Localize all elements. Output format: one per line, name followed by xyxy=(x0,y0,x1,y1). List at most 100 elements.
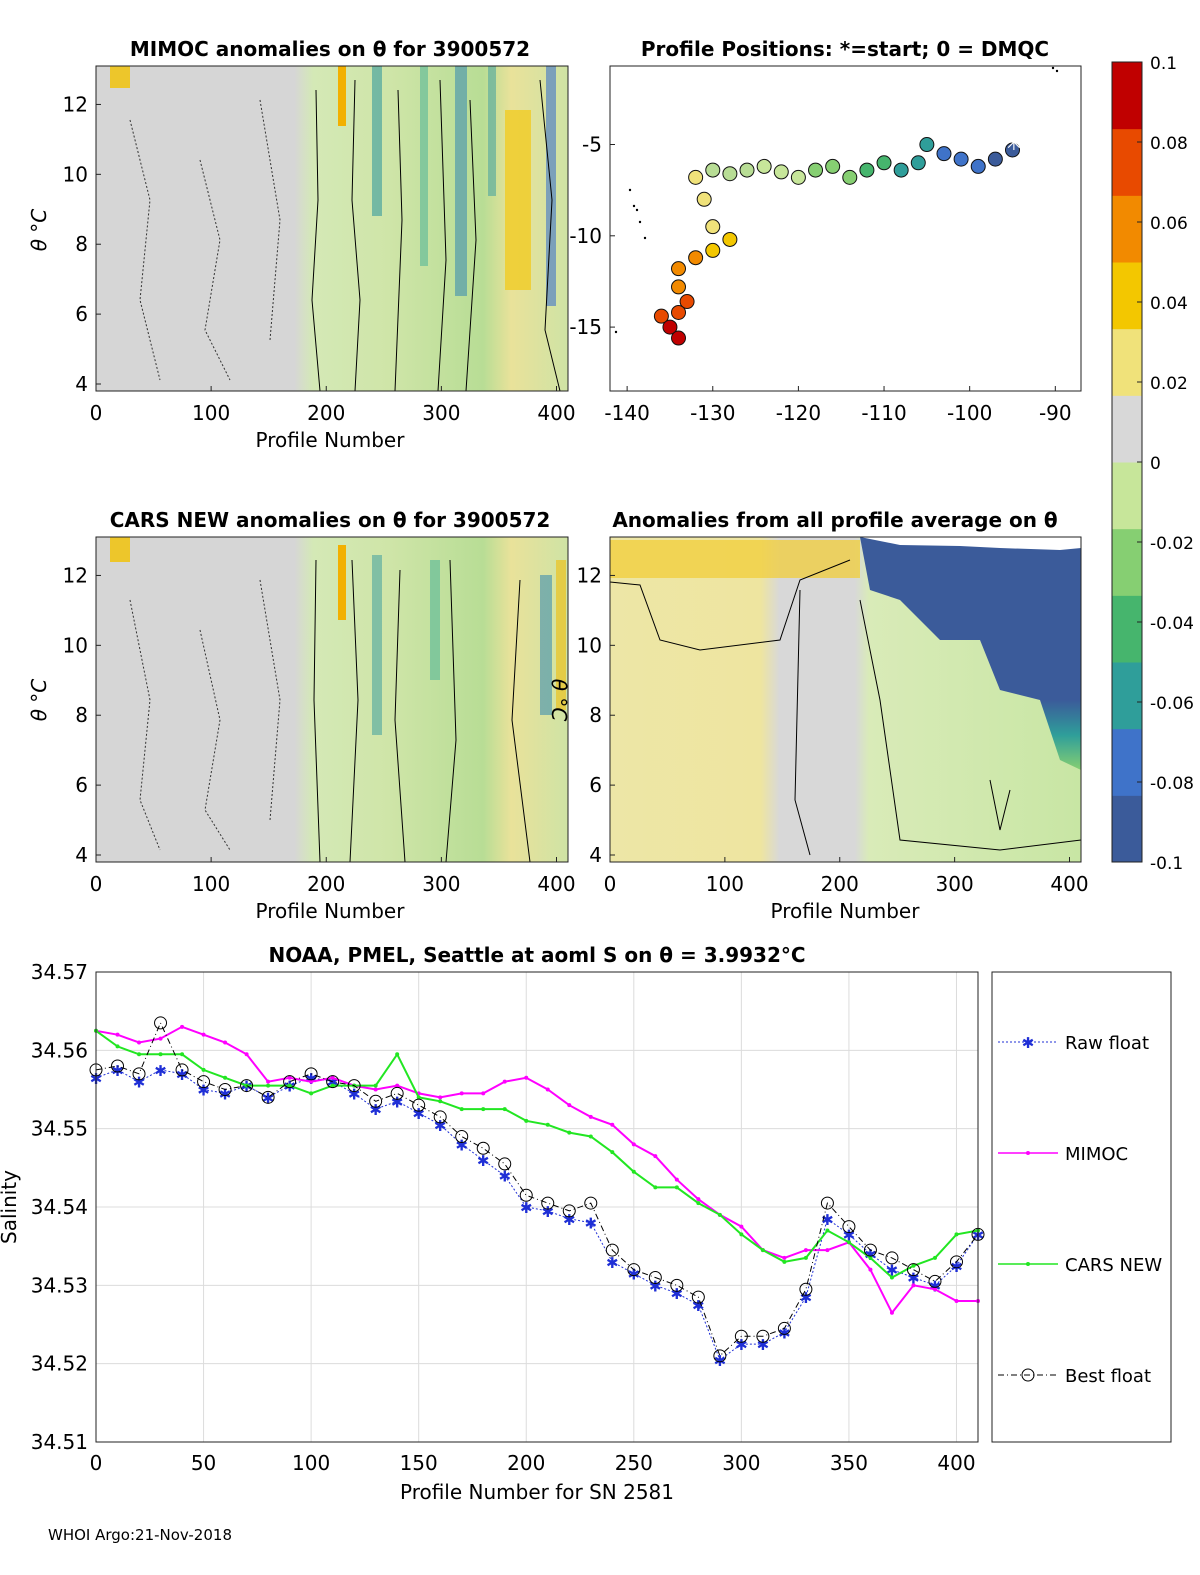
legend-marker: ✱ xyxy=(1022,1034,1035,1052)
raw-float-point: ✱ xyxy=(176,1066,189,1084)
x-tick-label: 350 xyxy=(830,1451,868,1475)
x-tick-label: 300 xyxy=(422,401,460,425)
x-tick-label: 100 xyxy=(192,872,230,896)
best-float-point xyxy=(605,1243,619,1257)
track-point xyxy=(671,261,687,277)
mimoc-xlabel: Profile Number xyxy=(256,428,406,452)
best-float-point xyxy=(498,1157,512,1171)
series-point xyxy=(911,1263,916,1268)
cars-contours xyxy=(313,559,531,863)
raw-float-point: ✱ xyxy=(477,1152,490,1170)
x-tick-label: 200 xyxy=(821,872,859,896)
best-float-point xyxy=(756,1329,770,1343)
series-point xyxy=(137,1040,142,1045)
x-tick-label: 400 xyxy=(937,1451,975,1475)
lat-tick-label: -15 xyxy=(569,315,602,339)
best-float-point xyxy=(928,1274,942,1288)
series-point xyxy=(481,1107,486,1112)
raw-float-point: ✱ xyxy=(111,1062,124,1080)
x-tick-label: 200 xyxy=(507,1451,545,1475)
raw-float-point: ✱ xyxy=(305,1070,318,1088)
cars-anomaly-field xyxy=(96,537,568,862)
best-float-point xyxy=(154,1016,168,1030)
series-point xyxy=(201,1032,206,1037)
x-tick-label: 50 xyxy=(191,1451,216,1475)
lon-tick-label: -140 xyxy=(604,401,649,425)
series-point xyxy=(803,1255,808,1260)
lon-tick-label: -100 xyxy=(947,401,992,425)
series-point xyxy=(266,1079,271,1084)
raw-float-point: ✱ xyxy=(692,1297,705,1315)
track-point xyxy=(919,137,935,153)
y-tick-label: 8 xyxy=(75,232,88,256)
raw-float-point: ✱ xyxy=(649,1277,662,1295)
raw-float-point: ✱ xyxy=(391,1093,404,1111)
raw-float-point: ✱ xyxy=(369,1101,382,1119)
raw-float-point: ✱ xyxy=(219,1085,232,1103)
cars-dotted-contours xyxy=(129,579,281,851)
series-line-raw-float xyxy=(95,1069,979,1361)
cars-x-axis: 0 100 200 300 400 xyxy=(90,857,576,896)
series-point xyxy=(416,1095,421,1100)
raw-float-point: ✱ xyxy=(714,1352,727,1370)
mimoc-x-axis: 0 100 200 300 400 xyxy=(90,386,576,425)
raw-float-point: ✱ xyxy=(197,1082,210,1100)
colorbar-tick-label: 0.04 xyxy=(1150,294,1188,314)
best-float-point xyxy=(519,1188,533,1202)
series-point xyxy=(653,1185,658,1190)
best-float-point xyxy=(197,1075,211,1089)
track-point xyxy=(842,169,858,185)
series-point xyxy=(889,1275,894,1280)
x-tick-label: 0 xyxy=(90,1451,103,1475)
y-tick-label: 6 xyxy=(589,773,602,797)
series-point xyxy=(244,1083,249,1088)
legend: ✱ Raw float MIMOC CARS NEW Best float xyxy=(991,971,1172,1443)
mimoc-contours xyxy=(311,79,561,392)
track-point xyxy=(671,279,687,295)
colorbar-tick-label: -0.06 xyxy=(1150,694,1194,714)
best-float-point xyxy=(304,1067,318,1081)
mimoc-y-axis: 4 6 8 10 12 xyxy=(63,92,101,396)
series-point xyxy=(158,1052,163,1057)
allavg-warm-band xyxy=(610,540,860,578)
salinity-title: NOAA, PMEL, Seattle at aoml S on θ = 3.9… xyxy=(268,943,805,967)
track-point xyxy=(705,219,721,235)
raw-float-point: ✱ xyxy=(907,1270,920,1288)
colorbar-tick-label: 0.02 xyxy=(1150,374,1188,394)
colorbar-block xyxy=(1112,662,1142,730)
salinity-y-axis: 34.57 34.56 34.55 34.54 34.53 34.52 34.51 xyxy=(31,960,88,1454)
colorbar-block xyxy=(1112,262,1142,330)
series-point xyxy=(631,1169,636,1174)
series-point xyxy=(223,1075,228,1080)
series-point xyxy=(158,1036,163,1041)
series-point xyxy=(395,1083,400,1088)
colorbar-tick-label: 0 xyxy=(1150,454,1161,474)
series-point xyxy=(180,1052,185,1057)
raw-float-point: ✱ xyxy=(735,1336,748,1354)
best-float-point xyxy=(283,1075,297,1089)
x-tick-label: 100 xyxy=(706,872,744,896)
track-point xyxy=(696,191,712,207)
series-point xyxy=(459,1091,464,1096)
x-tick-label: 0 xyxy=(604,872,617,896)
mimoc-panel: MIMOC anomalies on θ for 3900572 4 6 8 xyxy=(27,37,576,452)
x-tick-label: 400 xyxy=(537,872,575,896)
y-tick-label: 8 xyxy=(589,703,602,727)
raw-float-point: ✱ xyxy=(628,1266,641,1284)
track-point xyxy=(671,330,687,346)
series-point xyxy=(459,1107,464,1112)
series-point xyxy=(223,1040,228,1045)
series-point xyxy=(868,1255,873,1260)
track-point xyxy=(970,158,986,174)
x-tick-label: 150 xyxy=(400,1451,438,1475)
series-line-cars-new xyxy=(95,1029,979,1279)
best-float-point xyxy=(218,1083,232,1096)
series-point xyxy=(567,1130,572,1135)
positions-panel: Profile Positions: *=start; 0 = DMQC ✳ -… xyxy=(569,37,1082,425)
series-point xyxy=(825,1248,830,1253)
allavg-y-axis: 4 6 8 10 12 xyxy=(577,563,615,867)
best-float-point xyxy=(562,1204,576,1218)
start-marker: ✳ xyxy=(1005,131,1023,156)
track-point xyxy=(756,158,772,174)
